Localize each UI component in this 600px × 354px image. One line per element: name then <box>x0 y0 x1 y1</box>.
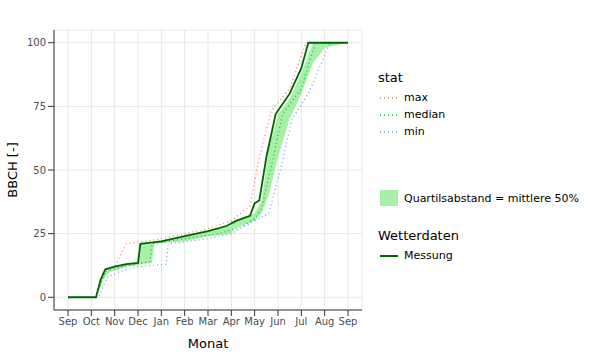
svg-text:Oct: Oct <box>83 316 100 327</box>
svg-text:Jun: Jun <box>269 316 286 327</box>
html-text:Quartilsabstand = mittlere 50%: Quartilsabstand = mittlere 50% <box>404 191 579 205</box>
svg-text:Apr: Apr <box>223 316 241 327</box>
html-text:min: min <box>404 125 425 138</box>
svg-text:Nov: Nov <box>105 316 125 327</box>
svg-text:Feb: Feb <box>176 316 194 327</box>
svg-text:Sep: Sep <box>339 316 358 327</box>
html-text:Wetterdaten: Wetterdaten <box>378 228 459 243</box>
html-text:stat: stat <box>378 70 403 85</box>
svg-text:100: 100 <box>27 37 46 48</box>
svg-text:May: May <box>244 316 265 327</box>
svg-text:50: 50 <box>33 165 46 176</box>
svg-text:Mar: Mar <box>199 316 219 327</box>
html-text:max: max <box>404 91 428 104</box>
svg-text:BBCH [-]: BBCH [-] <box>8 142 20 197</box>
svg-text:0: 0 <box>40 292 46 303</box>
html-text:median: median <box>404 108 446 121</box>
svg-text:Aug: Aug <box>315 316 335 327</box>
svg-text:Dec: Dec <box>128 316 147 327</box>
svg-text:75: 75 <box>33 101 46 112</box>
svg-text:Sep: Sep <box>59 316 78 327</box>
svg-text:Monat: Monat <box>188 336 228 351</box>
svg-text:25: 25 <box>33 228 46 239</box>
svg-text:Jan: Jan <box>153 316 169 327</box>
svg-text:Jul: Jul <box>294 316 307 327</box>
html-text:Messung: Messung <box>404 249 453 262</box>
